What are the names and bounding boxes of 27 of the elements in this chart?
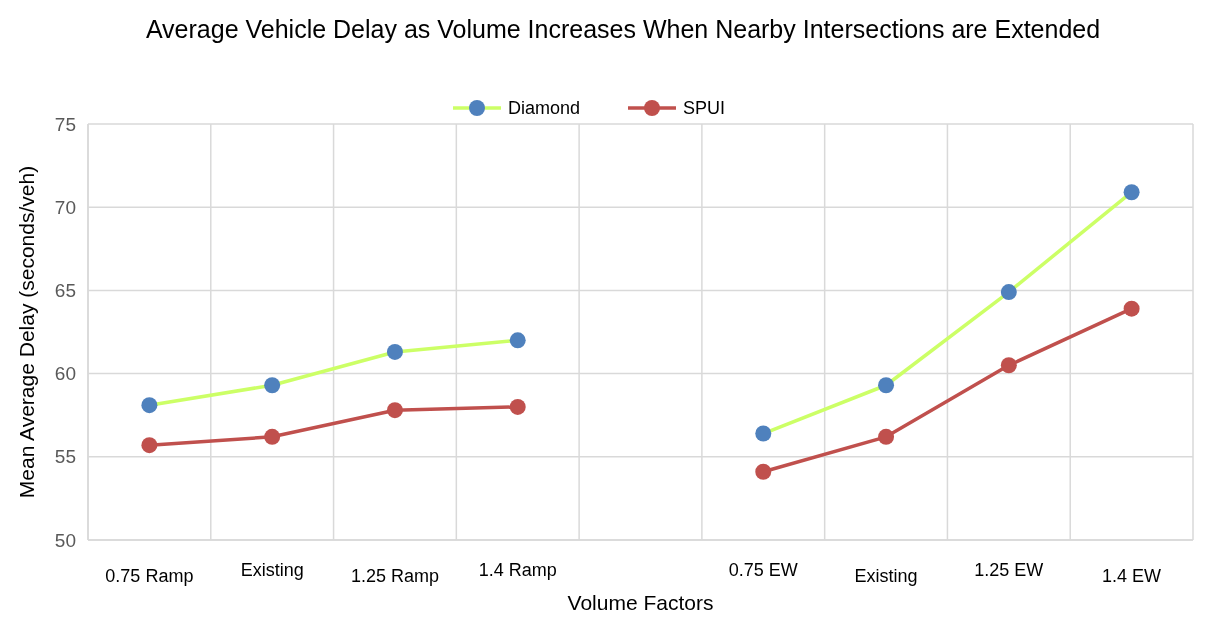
point [1000,357,1017,374]
x-tick-label: 1.25 EW [974,560,1044,580]
point [509,398,526,415]
point [755,463,772,480]
y-tick-label: 75 [54,113,76,135]
point [264,428,281,445]
y-tick-label: 65 [54,280,76,302]
y-tick-label: 70 [54,196,76,218]
point [386,402,403,419]
x-tick-label: 1.4 Ramp [478,560,557,580]
chart-title: Average Vehicle Delay as Volume Increases When Nearby Intersections are Extended [145,15,1101,43]
point [878,428,895,445]
legend-label: SPUI [683,98,726,118]
x-tick-label: 1.4 EW [1102,566,1162,586]
y-tick-label: 50 [54,529,76,551]
x-tick-label: 0.75 Ramp [105,566,194,586]
x-axis-title: Volume Factors [567,591,714,614]
x-tick-label: 0.75 EW [728,560,798,580]
x-tick-label: 1.25 Ramp [350,566,439,586]
point [1123,300,1140,317]
y-axis-title: Mean Average Delay (seconds/veh) [15,165,38,499]
y-tick-label: 60 [54,363,76,385]
legend-label: Diamond [508,98,581,118]
x-tick-label: Existing [240,560,304,580]
y-tick-label: 55 [54,446,76,468]
point [141,437,158,454]
x-tick-label: Existing [854,566,918,586]
